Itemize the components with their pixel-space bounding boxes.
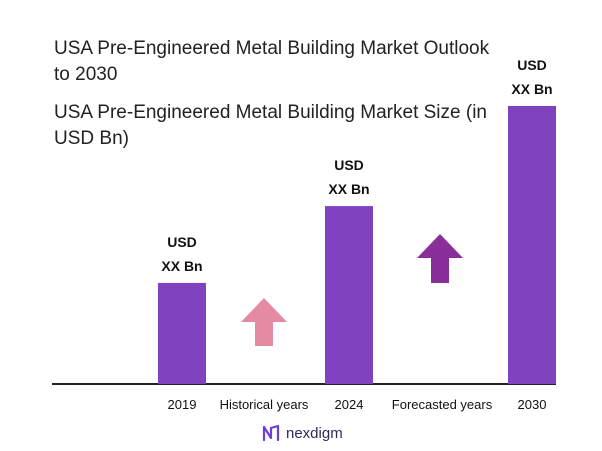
data-label-2024-line1: USD xyxy=(334,157,364,173)
chart-title: USA Pre-Engineered Metal Building Market… xyxy=(54,38,490,85)
period-label-1: Historical years xyxy=(220,397,309,412)
chart-subtitle: USA Pre-Engineered Metal Building Market… xyxy=(54,102,487,149)
period-label-2: Forecasted years xyxy=(392,397,493,412)
data-label-2019-line1: USD xyxy=(167,234,197,250)
logo-text: nexdigm xyxy=(286,424,343,442)
growth-arrow-historical xyxy=(241,298,287,346)
nexdigm-logo-icon xyxy=(262,424,280,442)
data-label-2024-line2: XX Bn xyxy=(328,181,369,197)
brand-logo: nexdigm xyxy=(262,424,343,442)
x-tick-2030: 2030 xyxy=(518,397,547,412)
data-label-2030-line1: USD xyxy=(517,57,547,73)
bar-2024 xyxy=(325,206,373,384)
data-label-2019-line2: XX Bn xyxy=(161,258,202,274)
bar-2030 xyxy=(508,106,556,384)
growth-arrow-forecast xyxy=(417,234,463,283)
x-tick-2019: 2019 xyxy=(168,397,197,412)
bar-2019 xyxy=(158,282,206,384)
x-tick-2024: 2024 xyxy=(335,397,364,412)
data-label-2030-line2: XX Bn xyxy=(511,81,552,97)
